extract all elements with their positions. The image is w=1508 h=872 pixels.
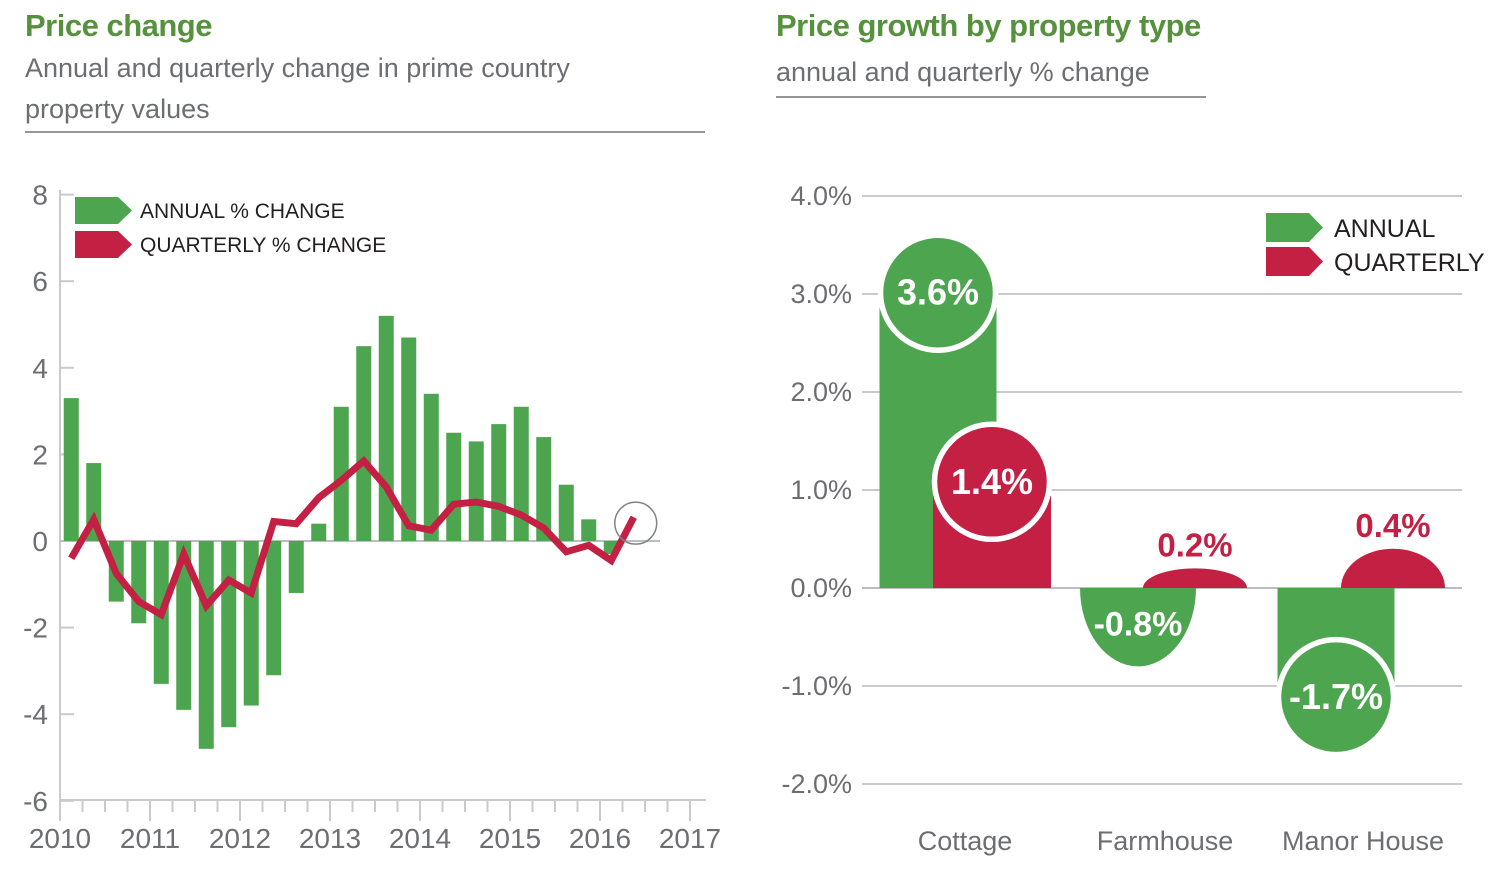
x-tick-label: 2014 (389, 823, 451, 854)
quarterly-half-bubble (1143, 568, 1247, 588)
annual-half-bubble (1080, 588, 1196, 667)
annual-legend-swatch (75, 197, 132, 224)
bar (401, 337, 417, 541)
legend: ANNUAL QUARTERLY (1266, 213, 1485, 277)
right-chart-title: Price growth by property type (776, 8, 1201, 43)
value-bubble (931, 421, 1053, 543)
quarterly-legend-label: QUARTERLY % CHANGE (140, 234, 386, 257)
annual-value-label: -0.8% (1094, 605, 1183, 643)
value-bubble (1275, 636, 1397, 758)
bar (288, 541, 304, 593)
latest-point-annotation-circle (614, 501, 658, 545)
quarterly-legend-swatch (75, 231, 132, 258)
category-label: Farmhouse (1097, 826, 1234, 856)
x-tick-label: 2013 (299, 823, 361, 854)
bar (468, 441, 484, 541)
annual-legend-label: ANNUAL (1334, 215, 1436, 243)
x-axis: 2010 2011 2012 2013 2014 2015 2016 2017 (29, 800, 721, 854)
quarterly-value-label: 0.4% (1355, 507, 1430, 544)
y-tick-label: 4 (32, 353, 48, 384)
quarterly-value-label: 0.2% (1157, 526, 1232, 563)
left-title-rule (25, 131, 705, 133)
y-tick-label: 2 (32, 439, 48, 470)
right-title-rule (776, 96, 1206, 98)
bar (311, 523, 327, 541)
y-tick-label: -2 (23, 613, 48, 644)
y-tick-label: -6 (23, 786, 48, 817)
category-group-cottage: 3.6% 1.4% (877, 232, 1053, 588)
annual-change-bars (63, 315, 619, 749)
bar (446, 432, 462, 541)
quarterly-value-label: 1.4% (951, 461, 1033, 502)
annual-legend-label: ANNUAL % CHANGE (140, 200, 345, 223)
category-group-farmhouse: -0.8% 0.2% (1080, 526, 1247, 667)
x-tick-label: 2017 (659, 823, 721, 854)
quarterly-legend-label: QUARTERLY (1334, 249, 1485, 277)
x-tick-label: 2010 (29, 823, 91, 854)
bar (536, 437, 552, 541)
left-chart-title: Price change (25, 8, 212, 43)
x-tick-label: 2011 (120, 823, 180, 854)
y-tick-label: 0.0% (790, 573, 852, 603)
category-axis: Cottage Farmhouse Manor House (918, 826, 1444, 856)
y-tick-label: -1.0% (781, 671, 852, 701)
bar (558, 484, 574, 541)
bar (198, 541, 214, 749)
y-tick-label: 6 (32, 266, 48, 297)
bar (131, 541, 147, 624)
y-tick-label: 3.0% (790, 279, 852, 309)
annual-value-label: 3.6% (897, 272, 979, 313)
bar (333, 406, 349, 541)
bar (581, 519, 597, 541)
category-group-manor-house: -1.7% 0.4% (1275, 507, 1445, 758)
y-tick-label: 1.0% (790, 475, 852, 505)
x-tick-label: 2015 (479, 823, 541, 854)
x-tick-label: 2016 (569, 823, 631, 854)
annual-value-label: -1.7% (1289, 676, 1383, 717)
bar (491, 424, 507, 541)
y-tick-label: 2.0% (790, 377, 852, 407)
left-chart-subtitle: Annual and quarterly change in prime cou… (25, 53, 570, 124)
quarterly-change-line (68, 455, 637, 620)
bar (176, 541, 192, 710)
bar (423, 393, 439, 541)
annual-legend-swatch (1266, 213, 1323, 242)
bar (378, 315, 394, 541)
category-label: Manor House (1282, 826, 1444, 856)
value-bubble (877, 232, 999, 353)
bar (356, 346, 372, 541)
bar (221, 541, 237, 728)
y-tick-label: -2.0% (781, 769, 852, 799)
legend: ANNUAL % CHANGE QUARTERLY % CHANGE (75, 197, 386, 258)
x-tick-label: 2012 (209, 823, 271, 854)
category-label: Cottage (918, 826, 1013, 856)
y-tick-label: 4.0% (790, 181, 852, 211)
bar (266, 541, 282, 676)
quarterly-legend-swatch (1266, 247, 1323, 276)
bar (513, 406, 529, 541)
y-tick-label: 8 (32, 180, 48, 211)
y-tick-label: -4 (23, 699, 48, 730)
bar (63, 398, 79, 541)
quarterly-half-bubble (1341, 548, 1445, 588)
y-tick-label: 0 (32, 526, 48, 557)
price-growth-by-property-type-chart: 4.0% 3.0% 2.0% 1.0% 0.0% -1.0% -2.0% Cottage Far… (781, 181, 1485, 856)
right-chart-subtitle: annual and quarterly % change (776, 57, 1150, 87)
